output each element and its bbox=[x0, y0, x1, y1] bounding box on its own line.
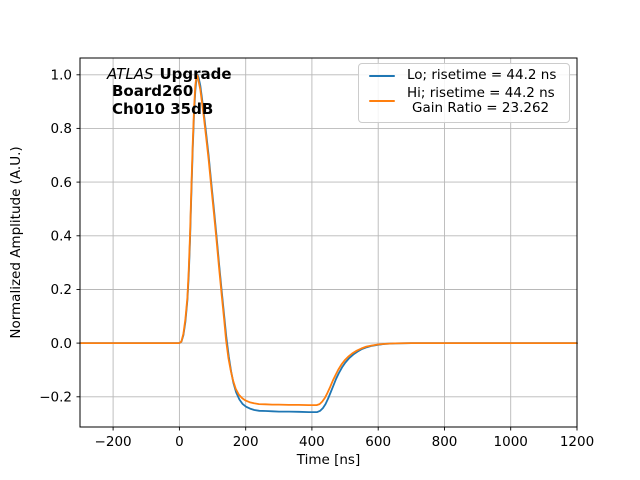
legend-entry-lo: Lo; risetime = 44.2 ns bbox=[369, 67, 561, 84]
y-tick-label: 0.8 bbox=[51, 121, 72, 137]
x-tick-label: 400 bbox=[299, 434, 325, 450]
annotation-line-1: ATLAS Upgrade bbox=[107, 65, 232, 83]
x-tick-label: 1000 bbox=[494, 434, 528, 450]
legend-entry-hi: Hi; risetime = 44.2 ns Gain Ratio = 23.2… bbox=[369, 84, 561, 117]
y-tick-label: 1.0 bbox=[51, 68, 72, 84]
x-axis-label: Time [ns] bbox=[296, 452, 360, 468]
legend-swatch-hi bbox=[369, 99, 395, 103]
y-tick-label: 0.4 bbox=[51, 229, 72, 245]
plot-annotation: ATLAS Upgrade Board260 Ch010 35dB bbox=[107, 65, 232, 118]
x-tick-label: 0 bbox=[175, 434, 184, 450]
annotation-experiment: ATLAS bbox=[107, 65, 154, 83]
annotation-program: Upgrade bbox=[159, 65, 232, 83]
x-tick-label: 800 bbox=[432, 434, 458, 450]
x-tick-label: −200 bbox=[95, 434, 132, 450]
series-line-1 bbox=[79, 73, 578, 407]
annotation-board: Board260 bbox=[112, 82, 194, 101]
legend-label-hi-line1: Hi; risetime = 44.2 ns bbox=[407, 84, 555, 101]
legend-label-lo-line1: Lo; risetime = 44.2 ns bbox=[407, 67, 557, 83]
y-tick-label: 0.6 bbox=[51, 175, 72, 191]
y-tick-label: −0.2 bbox=[39, 390, 72, 406]
y-tick-label: 0.2 bbox=[51, 282, 72, 298]
annotation-channel: Ch010 35dB bbox=[112, 99, 214, 118]
x-tick-label: 200 bbox=[233, 434, 259, 450]
legend-label-hi-line2: Gain Ratio = 23.262 bbox=[412, 100, 550, 116]
x-tick-label: 600 bbox=[365, 434, 391, 450]
legend-swatch-lo bbox=[369, 74, 395, 77]
legend-label-hi: Hi; risetime = 44.2 ns Gain Ratio = 23.2… bbox=[407, 84, 555, 117]
axes-frame bbox=[79, 57, 578, 428]
legend-label-lo: Lo; risetime = 44.2 ns bbox=[407, 67, 557, 84]
x-tick-label: 1200 bbox=[560, 434, 594, 450]
y-tick-label: 0.0 bbox=[51, 336, 72, 352]
legend: Lo; risetime = 44.2 ns Hi; risetime = 44… bbox=[358, 63, 570, 123]
series-line-0 bbox=[79, 73, 578, 414]
y-axis-label: Normalized Amplitude (A.U.) bbox=[8, 146, 24, 338]
